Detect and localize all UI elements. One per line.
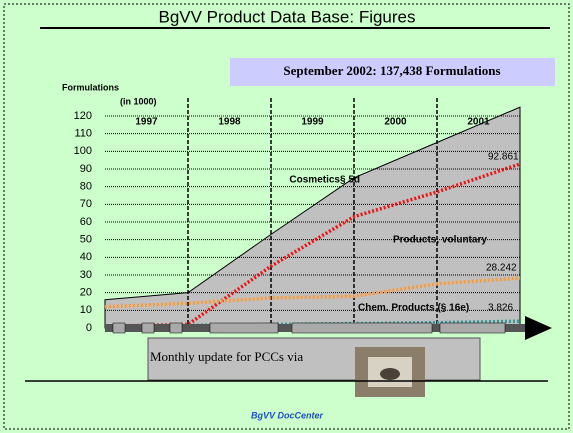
annotation: September 2002: 137,438 Formulations xyxy=(283,63,500,78)
page: {"chart_data": {"type": "line", "title":… xyxy=(0,0,573,433)
y-axis-label: Formulations xyxy=(62,82,119,92)
y-tick-label: 20 xyxy=(80,287,92,299)
footer-box-text: Monthly update for PCCs via xyxy=(150,349,303,364)
value-label: 92.861 xyxy=(488,152,519,163)
y-axis-unit: (in 1000) xyxy=(120,96,157,106)
year-label: 1997 xyxy=(135,117,158,128)
series-label: Chem. Products (§ 16e) xyxy=(358,303,469,314)
y-tick-label: 0 xyxy=(86,322,92,334)
series-label: Products, voluntary xyxy=(393,235,487,246)
footer: BgVV DocCenter xyxy=(251,410,324,420)
y-tick-label: 120 xyxy=(74,110,92,122)
y-tick-label: 30 xyxy=(80,269,92,281)
year-label: 1999 xyxy=(301,117,324,128)
photo-detail xyxy=(380,368,400,380)
y-tick-label: 90 xyxy=(80,163,92,175)
film-block xyxy=(210,323,278,333)
y-tick-label: 70 xyxy=(80,198,92,210)
y-tick-label: 110 xyxy=(74,128,92,140)
film-block xyxy=(113,323,125,333)
chart-title: BgVV Product Data Base: Figures xyxy=(158,7,415,26)
y-tick-label: 40 xyxy=(80,251,92,263)
film-block xyxy=(142,323,154,333)
year-label: 1998 xyxy=(218,117,241,128)
y-tick-label: 50 xyxy=(80,234,92,246)
year-label: 2000 xyxy=(384,117,407,128)
series-label: Cosmetics§ 5d xyxy=(289,175,360,186)
year-label: 2001 xyxy=(467,117,490,128)
value-label: 28.242 xyxy=(486,263,517,274)
value-label: 3.826 xyxy=(488,303,513,314)
y-tick-label: 10 xyxy=(80,304,92,316)
slide: BgVV Product Data Base: Figures Formulat… xyxy=(0,0,573,433)
y-tick-label: 100 xyxy=(74,145,92,157)
film-block xyxy=(292,323,432,333)
film-block xyxy=(170,323,182,333)
y-tick-label: 60 xyxy=(80,216,92,228)
film-block xyxy=(440,323,505,333)
y-tick-label: 80 xyxy=(80,181,92,193)
